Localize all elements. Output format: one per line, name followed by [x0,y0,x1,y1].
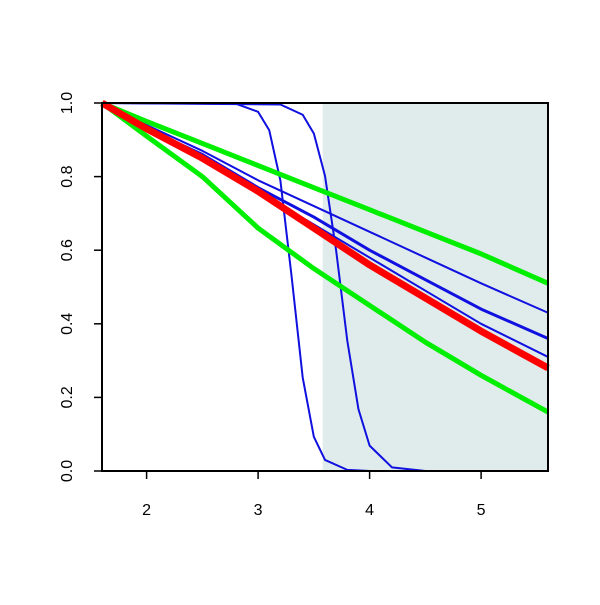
line [101,102,549,314]
y-tick-label: 0.0 [59,460,76,482]
y-tick-label: 0.4 [59,313,76,335]
y-tick-label: 0.8 [59,165,76,187]
y-tick-label: 0.2 [59,386,76,408]
shaded-region [322,103,548,471]
plot-box [101,102,549,472]
line [101,100,550,286]
x-tick-label: 2 [142,502,151,519]
x-tick-label: 3 [254,502,263,519]
line [100,100,550,415]
x-tick-label: 4 [365,502,374,519]
line [101,102,548,472]
y-tick-label: 1.0 [59,92,76,114]
line [100,99,550,372]
x-tick-label: 5 [477,502,486,519]
y-tick-label: 0.6 [59,239,76,261]
